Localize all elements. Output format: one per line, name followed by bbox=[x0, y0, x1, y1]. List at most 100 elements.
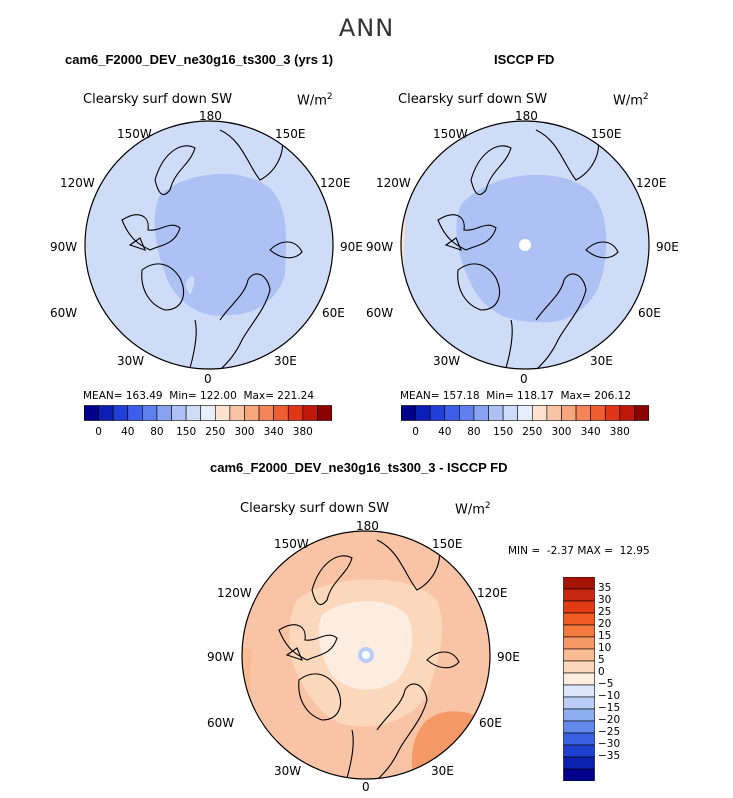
colorbar-cell bbox=[634, 405, 649, 421]
colorbar-cell bbox=[563, 696, 595, 710]
panel2-colorbar bbox=[401, 405, 649, 421]
panel2-lon-180: 180 bbox=[515, 109, 538, 123]
panel1-lon-120e: 120E bbox=[320, 176, 351, 190]
colorbar-tick-label: 35 bbox=[598, 582, 612, 594]
colorbar-cell bbox=[98, 405, 114, 421]
colorbar-cell bbox=[459, 405, 475, 421]
colorbar-cell bbox=[561, 405, 577, 421]
colorbar-tick-label: −15 bbox=[598, 702, 621, 714]
colorbar-cell bbox=[112, 405, 129, 421]
panel2-lon-60w: 60W bbox=[366, 306, 394, 320]
diff-variable: Clearsky surf down SW bbox=[240, 501, 390, 516]
panel2-map bbox=[400, 120, 650, 370]
diff-lon-150e: 150E bbox=[432, 537, 463, 551]
diff-lon-90e: 90E bbox=[497, 650, 520, 664]
panel2-units: W/m2 bbox=[613, 92, 649, 109]
colorbar-cell bbox=[171, 405, 187, 421]
panel1-lon-150w: 150W bbox=[117, 127, 152, 141]
colorbar-tick-label: 15 bbox=[598, 630, 612, 642]
colorbar-cell bbox=[563, 600, 595, 614]
colorbar-cell bbox=[488, 405, 504, 421]
diff-map bbox=[241, 530, 491, 780]
panel2-variable: Clearsky surf down SW bbox=[398, 92, 548, 107]
colorbar-tick-label: 340 bbox=[580, 426, 601, 438]
diff-case-title: cam6_F2000_DEV_ne30g16_ts300_3 - ISCCP F… bbox=[210, 460, 508, 475]
diff-lon-30w: 30W bbox=[274, 764, 302, 778]
diff-units: W/m2 bbox=[455, 501, 491, 518]
panel2-case-title: ISCCP FD bbox=[494, 52, 555, 67]
colorbar-cell bbox=[84, 405, 99, 421]
diff-lon-30e: 30E bbox=[431, 764, 454, 778]
colorbar-cell bbox=[214, 405, 231, 421]
panel2-lon-150e: 150E bbox=[591, 127, 622, 141]
colorbar-tick-label: 250 bbox=[205, 426, 226, 438]
panel1-lon-150e: 150E bbox=[275, 127, 306, 141]
panel1-map bbox=[84, 120, 334, 370]
colorbar-tick-label: 20 bbox=[598, 618, 612, 630]
colorbar-cell bbox=[563, 744, 595, 758]
colorbar-tick-label: 25 bbox=[598, 606, 612, 618]
diff-colorbar bbox=[563, 577, 595, 781]
colorbar-cell bbox=[563, 660, 595, 674]
colorbar-cell bbox=[200, 405, 216, 421]
colorbar-tick-label: −35 bbox=[598, 750, 621, 762]
diff-lon-60e: 60E bbox=[479, 716, 502, 730]
colorbar-cell bbox=[563, 720, 595, 734]
colorbar-cell bbox=[185, 405, 202, 421]
colorbar-cell bbox=[563, 636, 595, 650]
colorbar-cell bbox=[415, 405, 431, 421]
colorbar-tick-label: 380 bbox=[609, 426, 630, 438]
colorbar-cell bbox=[229, 405, 245, 421]
panel1-case-title: cam6_F2000_DEV_ne30g16_ts300_3 (yrs 1) bbox=[65, 52, 334, 67]
colorbar-cell bbox=[590, 405, 606, 421]
colorbar-cell bbox=[575, 405, 591, 421]
colorbar-tick-label: −30 bbox=[598, 738, 621, 750]
panel1-lon-60w: 60W bbox=[50, 306, 78, 320]
colorbar-cell bbox=[531, 405, 548, 421]
panel2-lon-30w: 30W bbox=[433, 354, 461, 368]
panel1-lon-30w: 30W bbox=[117, 354, 145, 368]
colorbar-cell bbox=[563, 588, 595, 602]
panel1-lon-30e: 30E bbox=[274, 354, 297, 368]
panel2-lon-30e: 30E bbox=[590, 354, 613, 368]
colorbar-tick-label: 300 bbox=[234, 426, 255, 438]
colorbar-cell bbox=[302, 405, 318, 421]
colorbar-cell bbox=[401, 405, 416, 421]
colorbar-tick-label: 40 bbox=[438, 426, 452, 438]
diff-lon-120w: 120W bbox=[217, 586, 252, 600]
colorbar-cell bbox=[604, 405, 621, 421]
colorbar-cell bbox=[127, 405, 143, 421]
colorbar-cell bbox=[563, 612, 595, 626]
colorbar-tick-label: 80 bbox=[467, 426, 481, 438]
colorbar-cell bbox=[142, 405, 158, 421]
colorbar-cell bbox=[563, 732, 595, 746]
colorbar-cell bbox=[563, 672, 595, 686]
colorbar-tick-label: 0 bbox=[412, 426, 419, 438]
colorbar-tick-label: −10 bbox=[598, 690, 621, 702]
colorbar-cell bbox=[619, 405, 635, 421]
diff-lon-0: 0 bbox=[362, 780, 370, 794]
diff-lon-180: 180 bbox=[356, 519, 379, 533]
diff-stats: MIN = -2.37 MAX = 12.95 bbox=[508, 545, 650, 557]
panel2-colorbar-ticks: 0 40 80 150 250 300 340 380 bbox=[0, 426, 733, 440]
colorbar-cell bbox=[444, 405, 460, 421]
colorbar-tick-label: 30 bbox=[598, 594, 612, 606]
colorbar-tick-label: 80 bbox=[150, 426, 164, 438]
colorbar-cell bbox=[473, 405, 489, 421]
diff-lon-90w: 90W bbox=[207, 650, 235, 664]
colorbar-cell bbox=[429, 405, 446, 421]
colorbar-cell bbox=[563, 684, 595, 698]
colorbar-cell bbox=[563, 577, 595, 590]
colorbar-cell bbox=[244, 405, 260, 421]
panel1-units: W/m2 bbox=[297, 92, 333, 109]
colorbar-cell bbox=[273, 405, 289, 421]
colorbar-tick-label: 5 bbox=[598, 654, 605, 666]
diff-lon-150w: 150W bbox=[274, 537, 309, 551]
colorbar-cell bbox=[502, 405, 519, 421]
panel1-variable: Clearsky surf down SW bbox=[83, 92, 233, 107]
diff-lon-60w: 60W bbox=[207, 716, 235, 730]
colorbar-cell bbox=[563, 768, 595, 781]
colorbar-tick-label: 0 bbox=[598, 666, 605, 678]
panel2-lon-90w: 90W bbox=[366, 240, 394, 254]
colorbar-cell bbox=[546, 405, 562, 421]
